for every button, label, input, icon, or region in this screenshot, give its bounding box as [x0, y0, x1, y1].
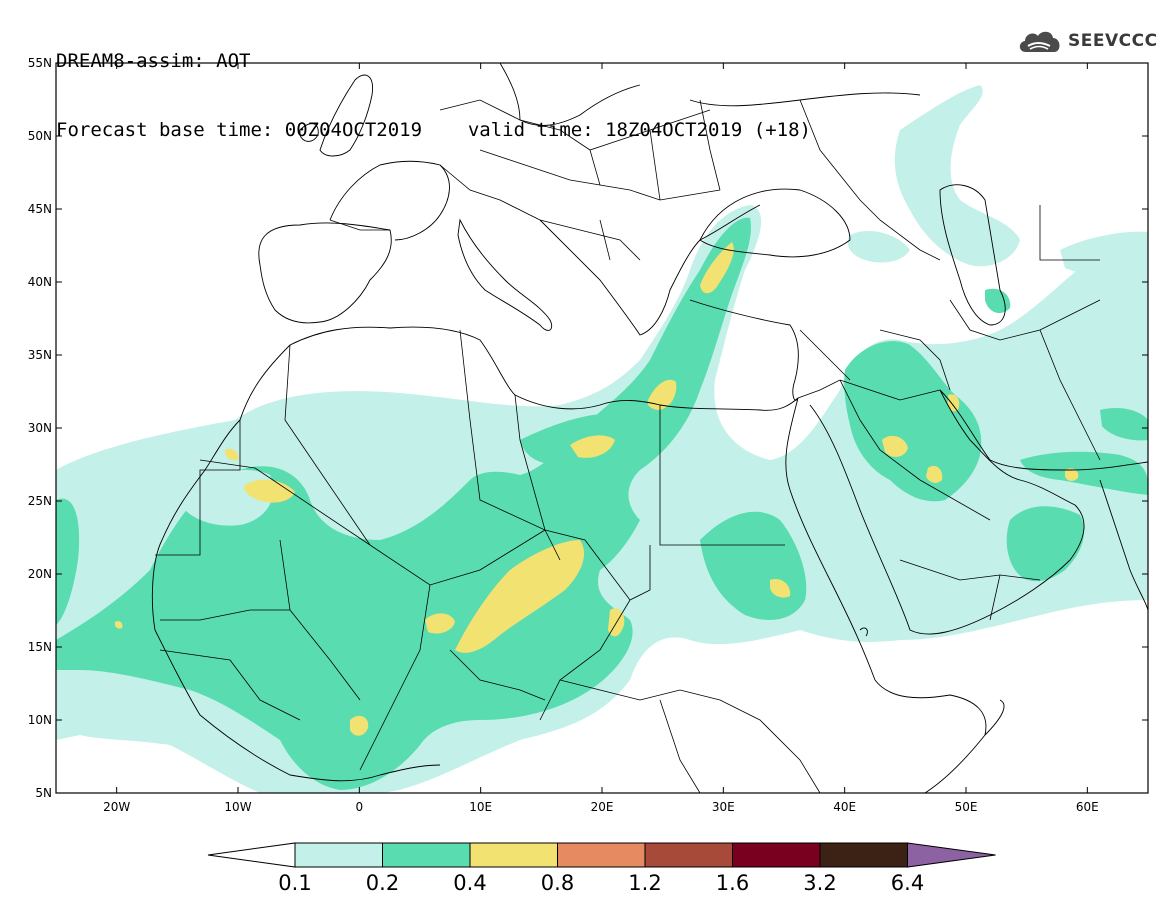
valid-time-label: valid time: 18Z04OCT2019 (+18)	[467, 119, 811, 141]
colorbar-label: 1.6	[716, 871, 749, 895]
lon-tick-label: 60E	[1076, 800, 1099, 814]
colorbar-label: 0.8	[541, 871, 574, 895]
logo-text: SEEVCCC	[1068, 31, 1158, 51]
aot-band-0-4	[114, 242, 1079, 736]
seevccc-logo: SEEVCCC	[1016, 24, 1158, 58]
colorbar-box	[644, 842, 733, 868]
map-title: DREAM8-assim: AOT	[56, 50, 251, 72]
lat-tick-label: 50N	[28, 129, 52, 143]
colorbar-over-triangle	[907, 842, 996, 868]
lat-tick-label: 35N	[28, 348, 52, 362]
lon-tick-label: 50E	[955, 800, 978, 814]
colorbar-label: 1.2	[628, 871, 661, 895]
colorbar-label: 0.1	[278, 871, 311, 895]
lon-tick-label: 40E	[833, 800, 856, 814]
lon-tick-label: 20W	[103, 800, 130, 814]
coastlines	[151, 63, 1148, 793]
colorbar-box	[469, 842, 558, 868]
lat-tick-label: 20N	[28, 567, 52, 581]
map-title-block: DREAM8-assim: AOT Forecast base time: 00…	[56, 4, 811, 165]
colorbar-label: 3.2	[803, 871, 836, 895]
colorbar-label: 0.4	[453, 871, 486, 895]
lat-tick-label: 40N	[28, 275, 52, 289]
lat-tick-label: 5N	[35, 786, 52, 800]
aot-field	[56, 85, 1148, 793]
base-time-label: Forecast base time: 00Z04OCT2019	[56, 119, 423, 141]
colorbar-label: 0.2	[366, 871, 399, 895]
lat-tick-label: 15N	[28, 640, 52, 654]
colorbar-box	[819, 842, 908, 868]
colorbar-under-triangle	[207, 842, 296, 868]
lon-tick-label: 30E	[712, 800, 735, 814]
colorbar-label: 6.4	[891, 871, 924, 895]
lat-tick-label: 30N	[28, 421, 52, 435]
colorbar-box	[557, 842, 646, 868]
colorbar-box	[382, 842, 471, 868]
latitude-axis: 55N 50N 45N 40N 35N 30N 25N 20N 15N 10N 5N	[28, 56, 1148, 800]
lon-tick-label: 20E	[591, 800, 614, 814]
lon-tick-label: 10E	[469, 800, 492, 814]
cloud-icon	[1019, 31, 1060, 52]
lat-tick-label: 55N	[28, 56, 52, 70]
lon-tick-label: 0	[356, 800, 364, 814]
longitude-axis: 20W 10W 0 10E 20E 30E 40E 50E 60E	[103, 63, 1099, 814]
country-borders	[155, 99, 1101, 793]
lat-tick-label: 10N	[28, 713, 52, 727]
lat-tick-label: 45N	[28, 202, 52, 216]
lat-tick-label: 25N	[28, 494, 52, 508]
time-line: Forecast base time: 00Z04OCT2019 valid t…	[56, 119, 811, 142]
colorbar-box	[732, 842, 821, 868]
lon-tick-label: 10W	[224, 800, 251, 814]
colorbar-box	[294, 842, 383, 868]
